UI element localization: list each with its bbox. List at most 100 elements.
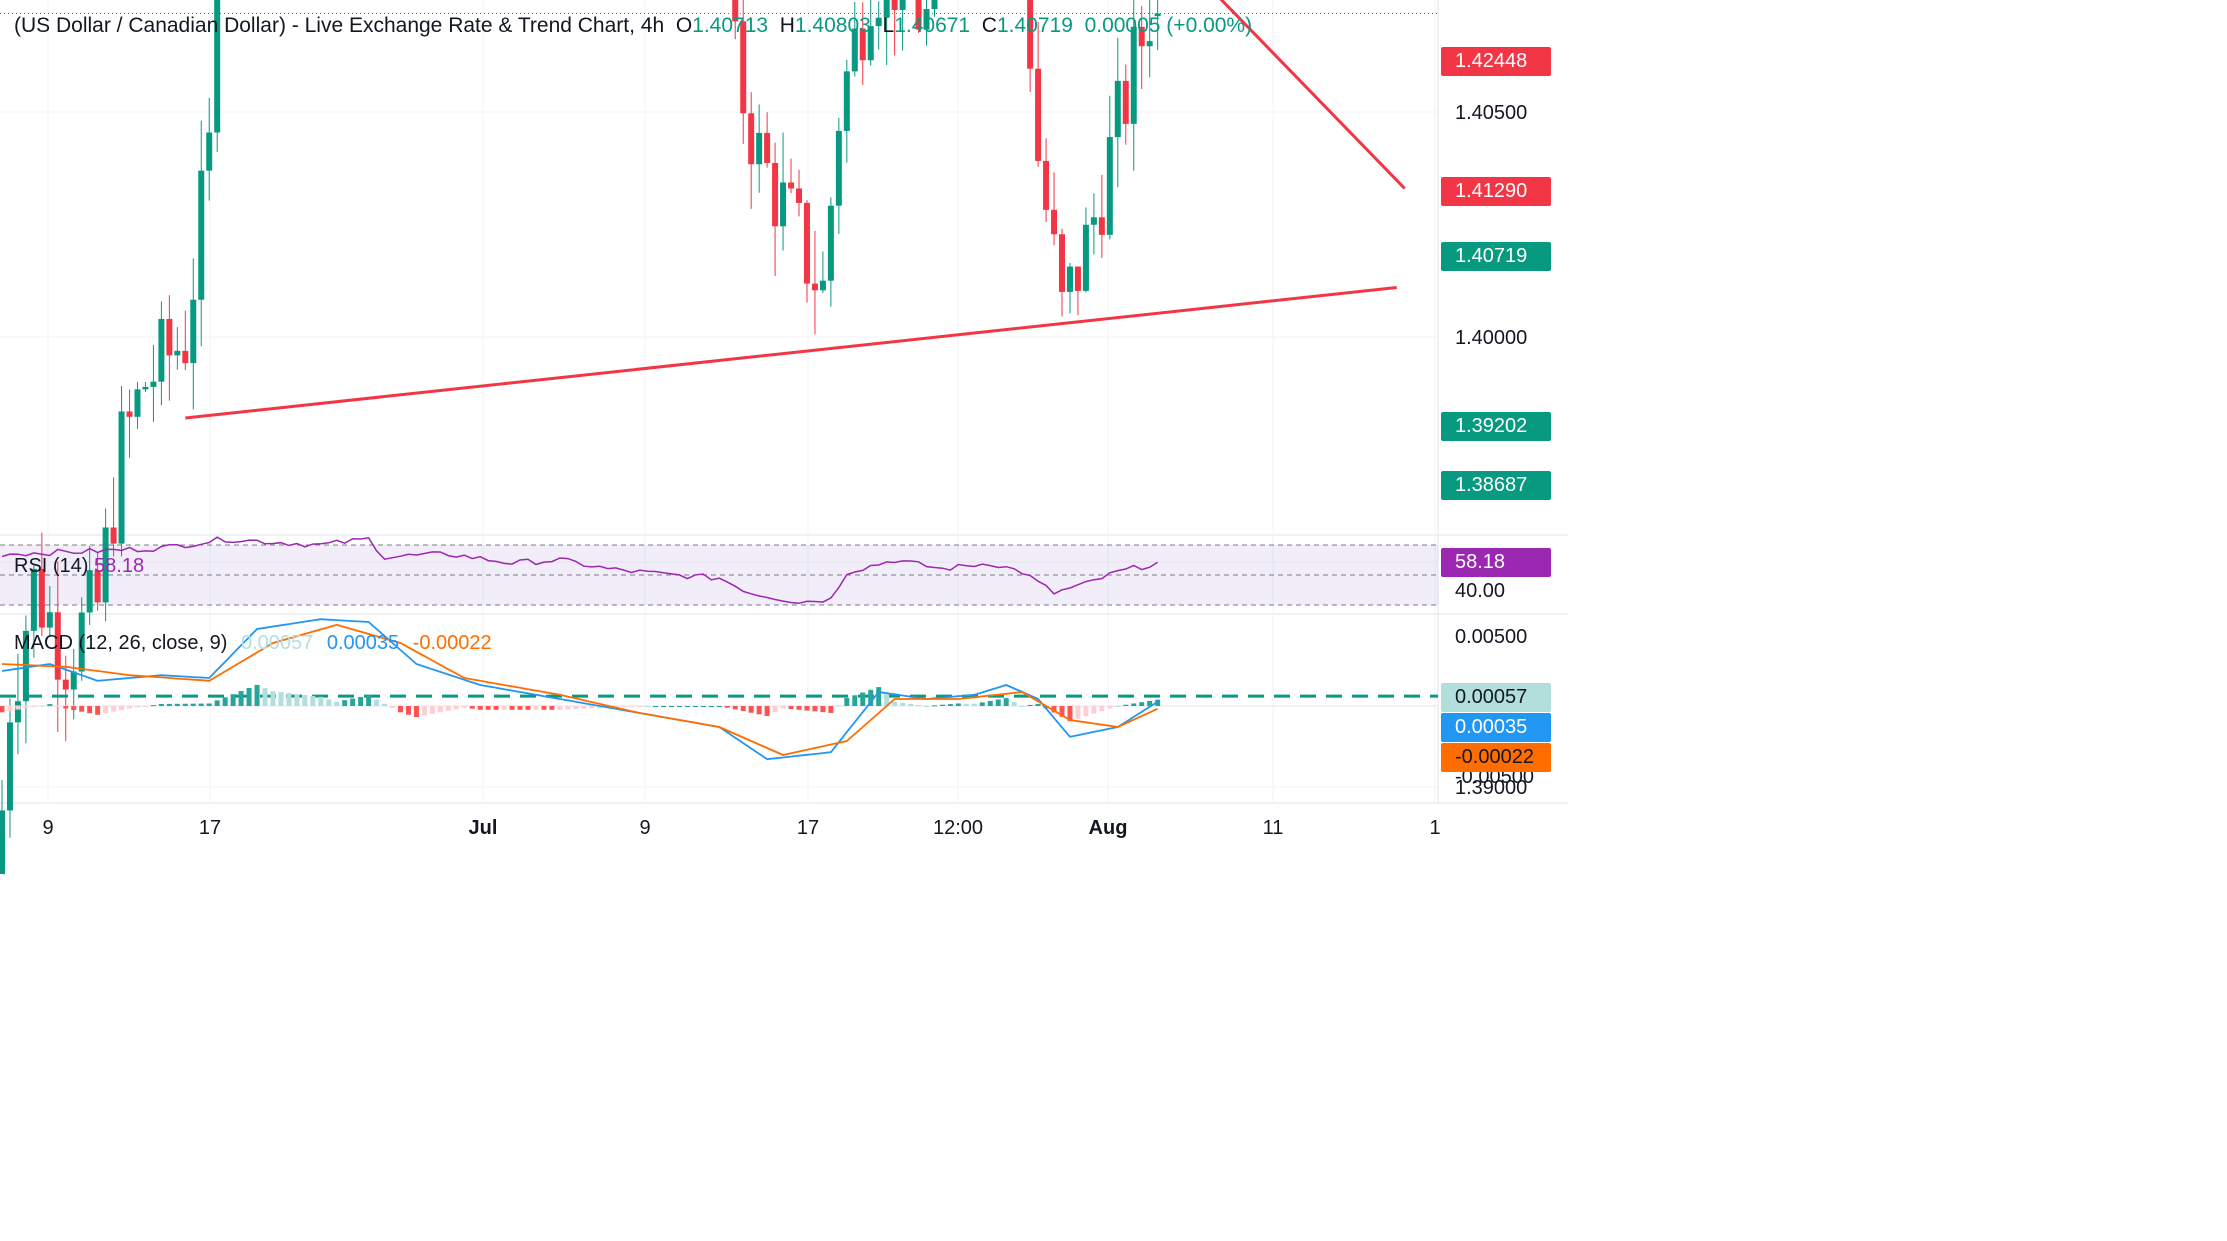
candle-body [867,26,874,61]
macd-histogram-bar [995,699,1001,706]
macd-histogram-bar [190,703,196,706]
macd-histogram-bar [684,706,690,707]
macd-histogram-bar [461,706,467,708]
macd-histogram-bar [1155,699,1161,706]
price-chart[interactable]: 1.385001.390001.395001.400001.405001.410… [0,0,1568,874]
macd-histogram-bar [1051,706,1057,713]
candle-body [158,318,165,382]
macd-histogram-bar [1035,703,1041,706]
macd-histogram-bar [740,706,746,712]
macd-histogram-bar [326,699,332,706]
candle-body [772,162,779,227]
candle-body [142,386,149,390]
macd-histogram-bar [533,706,539,710]
candle-body [1066,266,1073,292]
candle-body [851,28,858,72]
candle-body [30,568,37,631]
macd-histogram-bar [1011,702,1017,706]
macd-histogram-bar [573,706,579,710]
macd-histogram-bar [310,695,316,706]
macd-histogram-bar [350,698,356,706]
candle-body [190,299,197,364]
time-tick-label: 1 [1429,817,1440,839]
time-tick-label: Aug [1089,817,1128,839]
macd-histogram-bar [780,706,786,709]
macd-histogram-bar [557,706,563,710]
macd-histogram-bar [382,703,388,706]
macd-histogram-bar [812,706,818,712]
macd-histogram-bar [549,706,555,710]
macd-histogram-bar [71,706,77,711]
macd-histogram-bar [692,706,698,707]
candle-body [1130,26,1137,124]
candle-body [899,0,906,10]
candle-body [126,411,133,417]
time-tick-label: 17 [199,817,221,839]
macd-histogram-bar [174,703,180,706]
macd-histogram-bar [764,706,770,717]
candle-body [827,205,834,281]
macd-histogram-bar [1139,702,1145,706]
open-value: 1.40713 [692,14,769,37]
candle-body [1059,234,1066,292]
current-price-tag: 1.40719 [1441,242,1551,271]
macd-histogram-bar [501,706,507,710]
macd-histogram-bar [668,706,674,707]
macd-histogram-bar [947,704,953,706]
trendline-descending [1219,0,1406,190]
macd-histogram-bar [661,706,667,707]
resistance-tag-1: 1.42448 [1441,47,1551,76]
time-tick-label: 9 [639,817,650,839]
candle-body [110,527,117,544]
macd-histogram-bar [1075,706,1081,719]
candle-body [740,21,747,114]
trendlines [185,0,1406,420]
macd-line [1,618,1159,761]
macd-histogram-bar [852,695,858,706]
macd-histogram-bar [238,691,244,706]
trendline-ascending [185,286,1397,420]
candle-body [102,527,109,603]
time-tick-label: Jul [469,817,498,839]
macd-histogram-bar [772,706,778,713]
macd-histogram-bar [629,706,635,707]
close-value: 1.40719 [996,14,1073,37]
macd-histogram-bar [334,701,340,706]
candle-body [182,350,189,364]
candle-body [62,679,69,690]
candle-body [38,568,45,628]
macd-histogram-bar [1107,706,1113,709]
macd-histogram-bar [1091,706,1097,714]
macd-histogram-bar [1083,706,1089,717]
macd-histogram-bar [748,706,754,713]
macd-histogram-bar [939,704,945,706]
candle-body [835,130,842,206]
macd-legend-signal: -0.00022 [412,632,492,654]
macd-histogram-bar [214,700,220,706]
price-tick-label: 1.40000 [1455,327,1527,349]
candle-body [54,612,61,680]
candle-body [891,0,898,10]
candle-body [764,132,771,163]
macd-histogram-bar [222,697,228,706]
candle-body [94,570,101,603]
macd-histogram-bar [987,700,993,706]
macd-histogram-bar [732,706,738,710]
candle-body [819,280,826,291]
rsi-label: RSI (14) [14,555,89,577]
candle-body [1154,13,1161,17]
macd-histogram-bar [0,706,5,713]
macd-histogram-bar [270,691,276,706]
price-tick-label: 1.39000 [1455,777,1527,799]
candle-body [22,630,29,702]
macd-histogram-bar [653,706,659,707]
candle-body [1122,80,1129,124]
chart-title: (US Dollar / Canadian Dollar) - Live Exc… [14,14,665,37]
macd-signal-tag: -0.00022 [1441,743,1551,772]
macd-histogram-bar [1123,704,1129,706]
macd-histogram-bar [597,706,603,708]
macd-legend-macd: 0.00035 [326,632,400,654]
candlesticks [0,0,1438,874]
candle-body [732,0,739,22]
macd-histogram-bar [390,706,396,709]
